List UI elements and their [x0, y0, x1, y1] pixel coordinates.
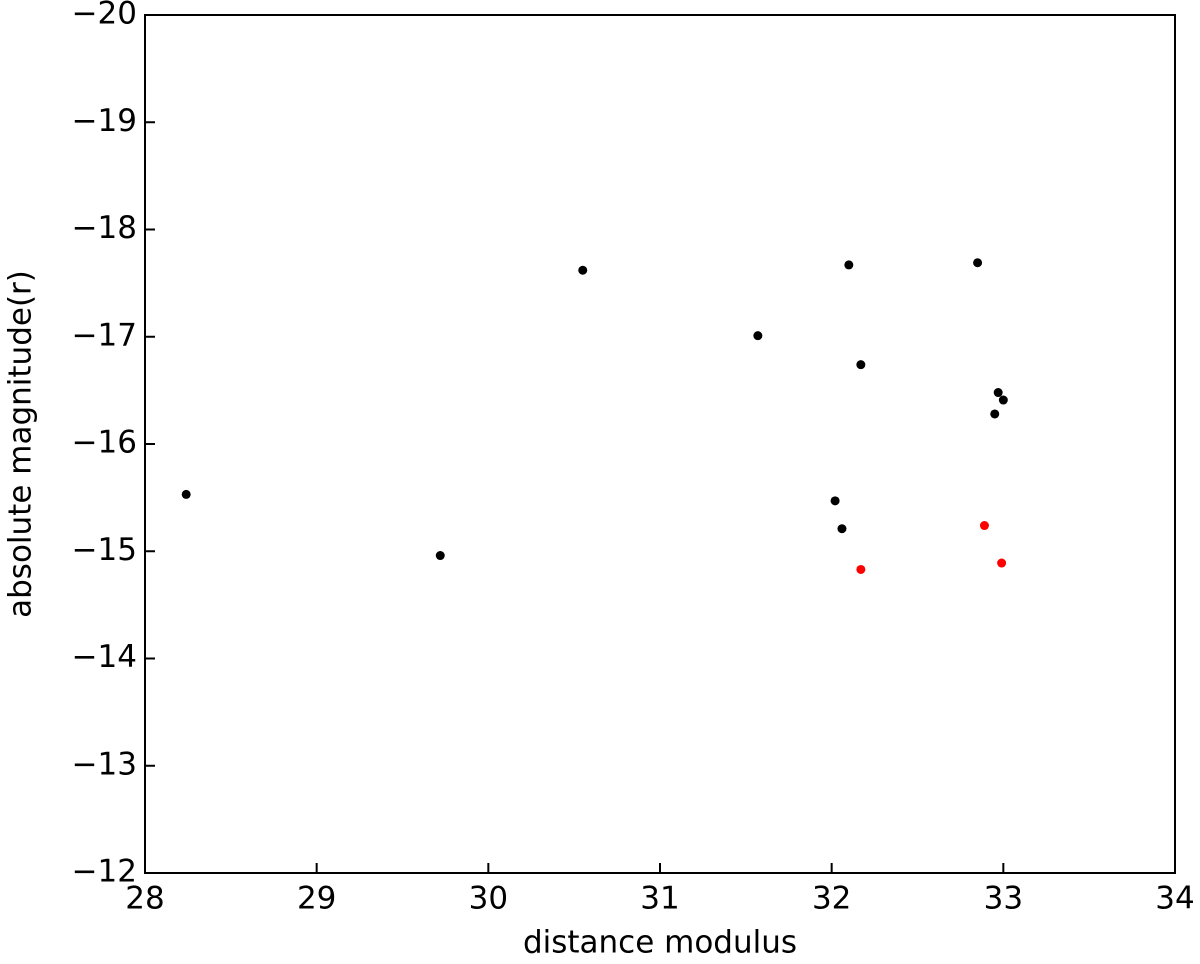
point — [181, 489, 191, 499]
point — [979, 521, 989, 531]
x-tick-label: 33 — [984, 881, 1023, 917]
point — [990, 409, 1000, 419]
y-tick-label: −18 — [72, 210, 137, 246]
x-tick-label: 30 — [469, 881, 508, 917]
point — [837, 524, 847, 534]
y-tick-label: −16 — [72, 425, 137, 461]
y-tick-label: −12 — [72, 854, 137, 890]
y-tick-label: −13 — [72, 746, 137, 782]
y-tick-label: −20 — [72, 0, 137, 32]
x-tick-label: 32 — [812, 881, 851, 917]
plot-frame — [144, 14, 1176, 874]
y-tick-label: −17 — [72, 317, 137, 353]
y-tick-label: −15 — [72, 532, 137, 568]
point — [435, 551, 445, 561]
point — [997, 558, 1007, 568]
y-tick-label: −14 — [72, 639, 137, 675]
y-tick-label: −19 — [72, 103, 137, 139]
x-tick-label: 34 — [1155, 881, 1194, 917]
x-tick-label: 28 — [125, 881, 164, 917]
x-axis-label: distance modulus — [523, 925, 797, 961]
point — [993, 388, 1003, 398]
point — [998, 395, 1008, 405]
point — [830, 496, 840, 506]
point — [856, 564, 866, 574]
x-tick-label: 29 — [297, 881, 336, 917]
x-tick-label: 31 — [640, 881, 679, 917]
point — [844, 260, 854, 270]
point — [578, 265, 588, 275]
y-axis-label: absolute magnitude(r) — [3, 270, 39, 618]
point — [753, 331, 763, 341]
point — [973, 258, 983, 268]
point — [856, 360, 866, 370]
